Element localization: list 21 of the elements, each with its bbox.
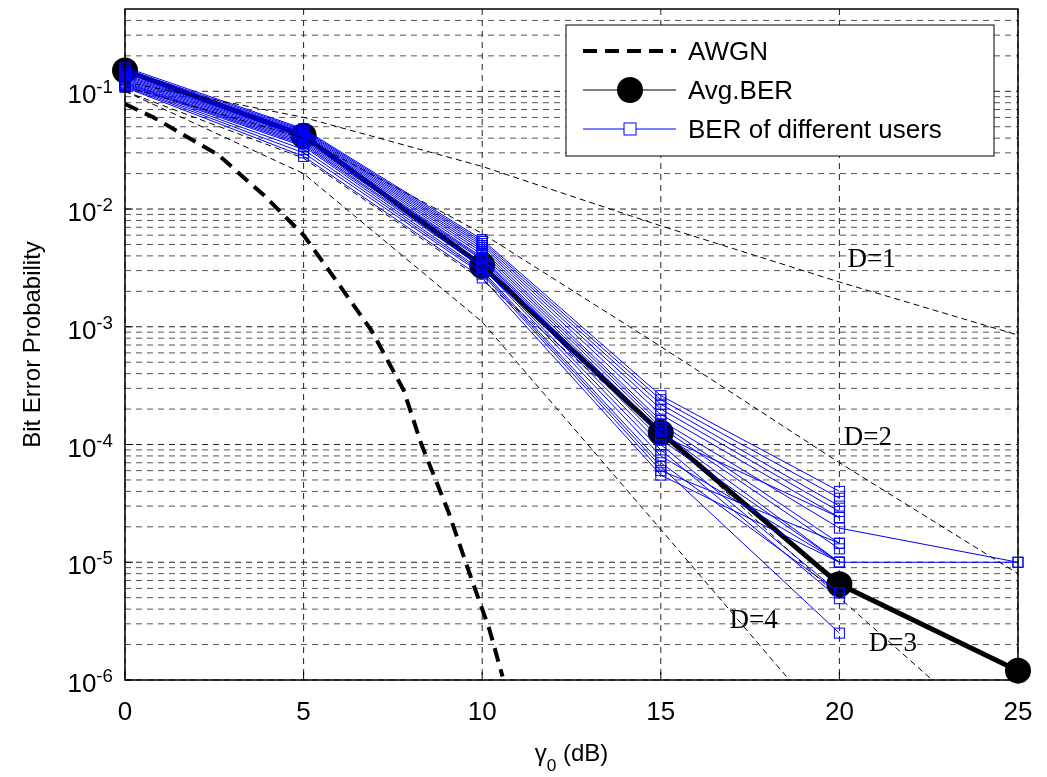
annotation: D=1: [847, 242, 896, 273]
legend-label: Avg.BER: [688, 75, 794, 105]
y-tick-label: 10$^{-1}$: [67, 75, 113, 110]
x-tick-label: 5: [296, 696, 311, 726]
y-tick-label: 10$^{-2}$: [67, 193, 113, 228]
x-tick-label: 10: [467, 696, 497, 726]
y-tick-label: 10$^{-5}$: [67, 546, 113, 581]
x-tick-label: 0: [117, 696, 133, 726]
x-tick-label: 15: [646, 696, 676, 726]
x-tick-label: 20: [824, 696, 854, 726]
x-axis-title: γ$_{0}$ (dB): [534, 739, 609, 775]
y-axis-title: Bit Error Probability: [18, 241, 45, 448]
legend-label: AWGN: [688, 36, 768, 66]
y-tick-label: 10$^{-4}$: [67, 429, 113, 463]
annotation: D=3: [868, 627, 918, 658]
annotation: D=4: [729, 603, 779, 634]
x-tick-label: 25: [1003, 696, 1033, 726]
annotation: D=2: [843, 420, 893, 451]
legend-label: BER of different users: [688, 114, 942, 144]
y-tick-label: 10$^{-6}$: [67, 664, 113, 698]
y-tick-label: 10$^{-3}$: [67, 311, 113, 345]
